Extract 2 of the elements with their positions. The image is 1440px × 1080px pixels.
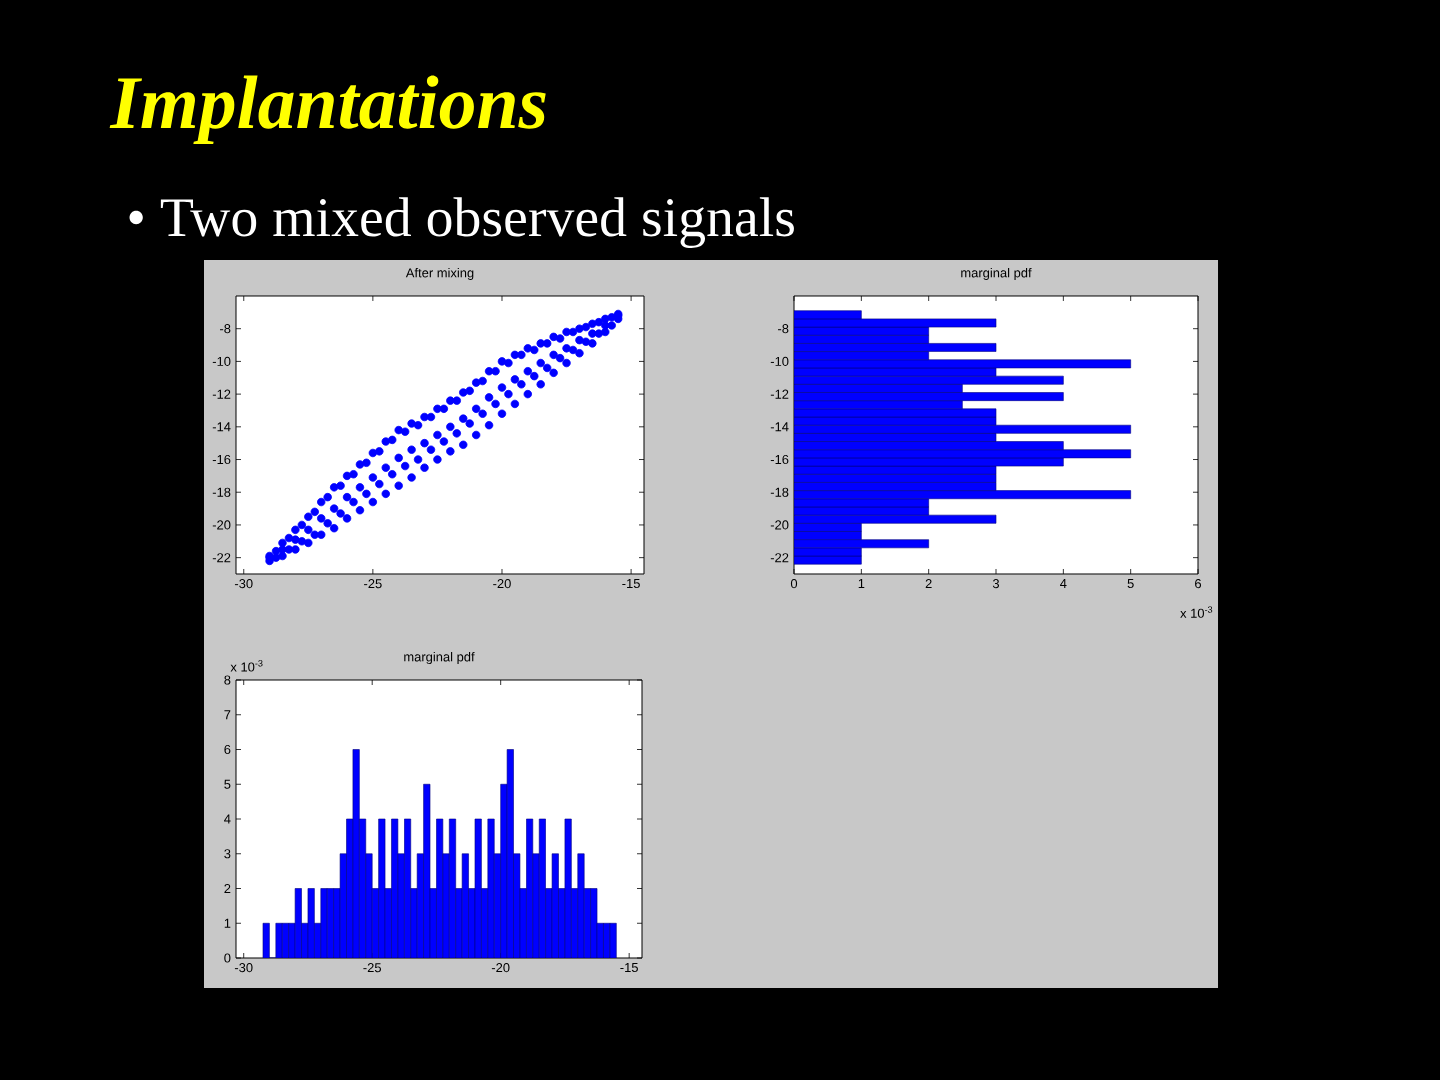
text: • Two mixed observed signals bbox=[129, 197, 794, 249]
text: Implantations bbox=[109, 75, 546, 145]
